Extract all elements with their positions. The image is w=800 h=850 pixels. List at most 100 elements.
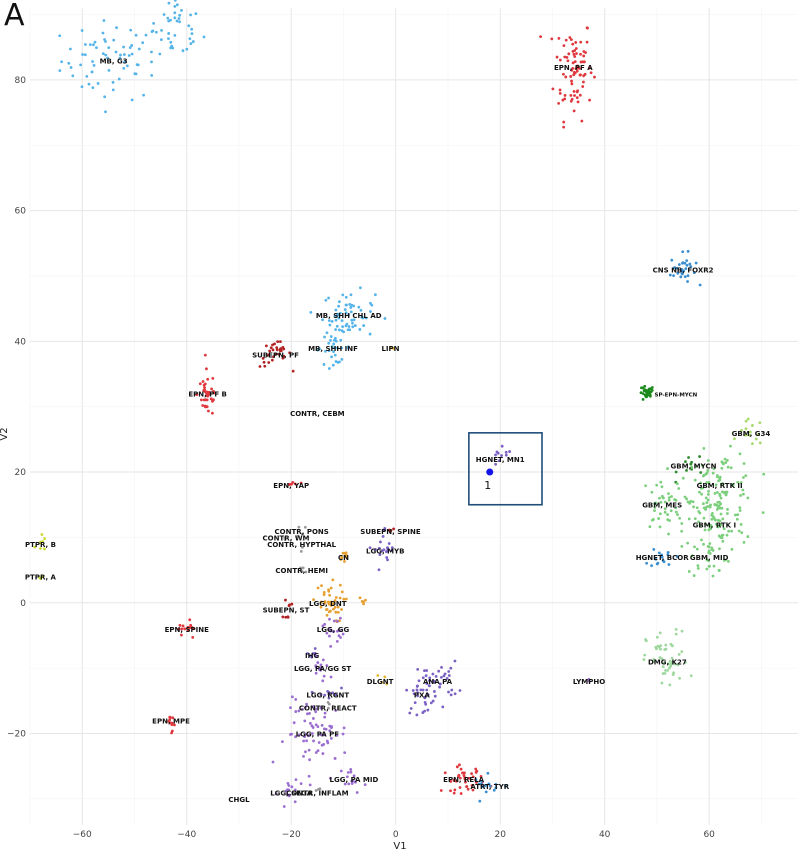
- data-point: [330, 345, 334, 349]
- data-point: [211, 399, 215, 403]
- data-point: [483, 784, 487, 788]
- data-point: [666, 513, 669, 516]
- data-point: [327, 702, 331, 706]
- data-point: [319, 605, 323, 609]
- data-point: [439, 789, 443, 792]
- data-point: [104, 53, 108, 57]
- data-point: [742, 462, 746, 465]
- data-point: [273, 353, 277, 356]
- data-point: [758, 441, 762, 445]
- data-point: [290, 695, 294, 699]
- data-point: [723, 490, 727, 494]
- cluster-label: GBM, RTK II: [697, 482, 743, 490]
- data-point: [333, 346, 337, 350]
- data-point: [104, 110, 107, 114]
- cluster-label: LGG, DNT: [309, 600, 347, 608]
- data-point: [661, 496, 665, 500]
- data-point: [718, 492, 722, 496]
- data-point: [686, 541, 690, 545]
- data-point: [205, 390, 209, 394]
- data-point: [67, 61, 71, 65]
- data-point: [558, 91, 562, 95]
- data-point: [123, 53, 126, 56]
- data-point: [159, 38, 163, 42]
- data-point: [588, 98, 592, 102]
- data-point: [681, 272, 684, 276]
- data-point: [312, 705, 316, 708]
- data-point: [340, 346, 343, 350]
- data-point: [320, 723, 324, 727]
- data-point: [712, 564, 716, 568]
- data-point: [331, 363, 335, 367]
- data-point: [644, 638, 647, 641]
- data-point: [137, 47, 141, 51]
- data-point: [212, 389, 215, 393]
- data-point: [311, 717, 315, 720]
- data-point: [642, 389, 646, 393]
- data-point: [317, 787, 320, 791]
- data-point: [322, 590, 326, 594]
- data-point: [715, 475, 719, 479]
- data-point: [669, 642, 673, 646]
- data-point: [657, 517, 661, 520]
- data-point: [725, 533, 729, 537]
- data-point: [674, 627, 678, 631]
- data-point: [705, 558, 709, 562]
- data-point: [712, 515, 715, 519]
- data-point: [308, 783, 312, 787]
- data-point: [719, 496, 723, 500]
- data-point: [660, 553, 663, 557]
- data-point: [202, 35, 206, 39]
- data-point: [494, 462, 498, 466]
- data-point: [305, 702, 308, 706]
- data-point: [117, 77, 121, 81]
- data-point: [729, 466, 733, 470]
- cluster-label: EPN, PF A: [554, 64, 593, 72]
- cluster-label: CONTR, HEMI: [275, 567, 328, 575]
- data-point: [267, 353, 271, 357]
- cluster-label: SP-EPN-MYCN: [654, 393, 697, 399]
- data-point: [711, 512, 714, 515]
- data-point: [329, 586, 333, 590]
- data-point: [314, 751, 318, 754]
- data-point: [353, 324, 357, 327]
- cluster-label: MB, SHH INF: [308, 345, 358, 353]
- data-point: [345, 775, 349, 779]
- data-point: [58, 34, 62, 38]
- data-point: [329, 335, 333, 338]
- y-tick-label: 40: [15, 337, 27, 347]
- data-point: [336, 313, 339, 317]
- data-point: [641, 398, 645, 401]
- data-point: [661, 672, 665, 675]
- data-point: [167, 19, 171, 23]
- data-point: [286, 615, 290, 619]
- data-point: [576, 66, 579, 70]
- data-point: [386, 546, 389, 550]
- data-point: [708, 564, 711, 568]
- data-point: [321, 658, 325, 662]
- data-point: [458, 689, 462, 692]
- data-point: [668, 659, 672, 663]
- data-point: [685, 259, 689, 263]
- data-point: [133, 72, 137, 76]
- data-point: [279, 349, 283, 353]
- data-point: [678, 676, 681, 680]
- data-point: [573, 94, 576, 97]
- x-axis-label: V1: [393, 841, 406, 850]
- data-point: [713, 492, 717, 495]
- data-point: [285, 788, 289, 792]
- data-point: [655, 483, 659, 487]
- data-point: [725, 458, 729, 462]
- data-point: [332, 342, 336, 346]
- data-point: [329, 675, 333, 679]
- data-point: [726, 507, 729, 511]
- cluster-label: GBM, MYCN: [671, 463, 717, 471]
- data-point: [287, 794, 291, 798]
- data-point: [471, 775, 475, 779]
- data-point: [173, 16, 177, 20]
- data-point: [674, 506, 678, 510]
- data-point: [328, 593, 332, 597]
- data-point: [710, 546, 714, 550]
- data-point: [680, 522, 684, 525]
